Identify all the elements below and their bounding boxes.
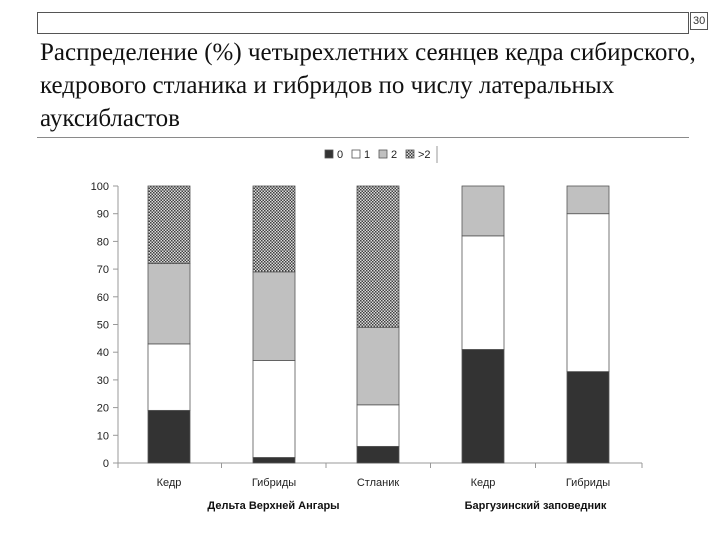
y-tick-label: 10 <box>97 430 109 442</box>
bar-segment <box>147 263 191 345</box>
title-divider <box>37 137 689 138</box>
y-tick-label: 0 <box>103 458 109 470</box>
bar-segment <box>147 343 191 411</box>
bar-segment <box>147 185 191 264</box>
y-tick-label: 80 <box>97 236 109 248</box>
legend-label: 2 <box>391 149 397 161</box>
header-bar <box>37 12 689 34</box>
bars <box>147 185 610 464</box>
bar-segment <box>461 349 505 464</box>
y-tick-label: 100 <box>91 181 109 193</box>
bar-segment <box>566 213 610 372</box>
chart-legend: 0 1 2 >2 <box>316 146 438 163</box>
group-label: Дельта Верхней Ангары <box>207 500 339 512</box>
x-tick-label: Кедр <box>471 477 496 489</box>
legend-label: >2 <box>418 149 431 161</box>
group-label: Баргузинский заповедник <box>465 500 607 512</box>
y-tick-label: 20 <box>97 403 109 415</box>
y-tick-label: 50 <box>97 320 109 332</box>
y-tick-label: 30 <box>97 375 109 387</box>
bar-segment <box>356 404 400 447</box>
x-tick-label: Кедр <box>157 477 182 489</box>
slide-title: Распределение (%) четырехлетних сеянцев … <box>40 39 696 132</box>
bar-segment <box>566 185 610 215</box>
y-tick-label: 60 <box>97 292 109 304</box>
y-axis: 0 10 20 30 40 50 60 70 80 90 100 <box>91 181 643 470</box>
group-labels: Дельта Верхней Ангары Баргузинский запове… <box>207 500 606 512</box>
bar-segment <box>252 185 296 273</box>
y-tick-label: 40 <box>97 347 109 359</box>
x-tick-label: Гибриды <box>252 477 296 489</box>
legend-label: 1 <box>364 149 370 161</box>
legend-swatch <box>324 149 334 159</box>
y-tick-label: 90 <box>97 209 109 221</box>
x-tick-label: Стланик <box>357 477 399 489</box>
bar-segment <box>461 185 505 237</box>
legend-swatch <box>405 149 415 159</box>
x-tick-label: Гибриды <box>566 477 610 489</box>
legend-swatch <box>378 149 388 159</box>
bar-segment <box>356 445 400 464</box>
legend-label: 0 <box>337 149 343 161</box>
bar-segment <box>147 409 191 464</box>
bar-segment <box>252 360 296 458</box>
bar-segment <box>356 185 400 328</box>
bar-segment <box>461 235 505 350</box>
bar-segment <box>252 271 296 361</box>
x-axis-labels: Кедр Гибриды Стланик Кедр Гибриды <box>157 477 611 489</box>
legend-swatch <box>351 149 361 159</box>
bar-segment <box>566 371 610 464</box>
slide-number: 30 <box>690 12 709 30</box>
bar-segment <box>252 457 296 464</box>
bar-segment <box>356 326 400 406</box>
y-tick-label: 70 <box>97 264 109 276</box>
